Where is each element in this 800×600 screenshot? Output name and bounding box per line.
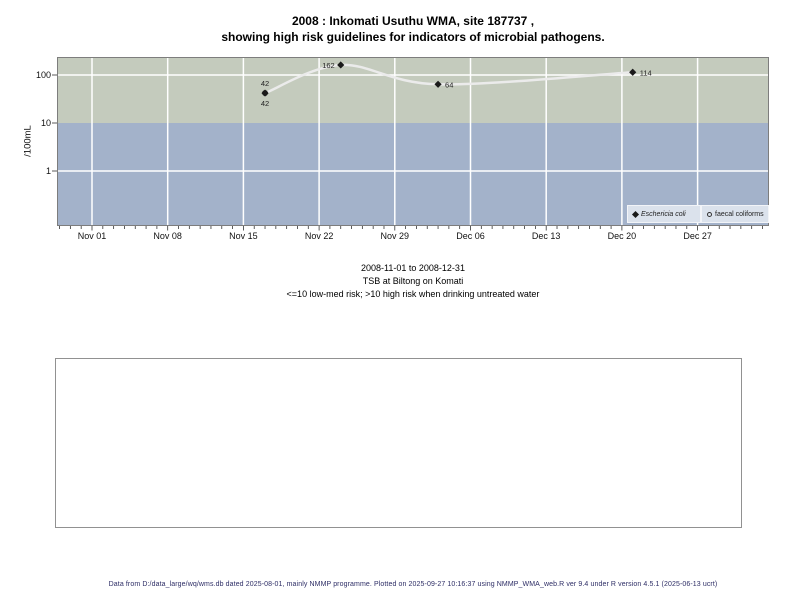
- legend-item-escherichia-coli: Eschericia coli: [627, 205, 701, 223]
- x-axis-tick-label: Dec 06: [456, 231, 485, 241]
- data-point-label: 114: [640, 68, 652, 77]
- legend-label: Eschericia coli: [641, 210, 686, 218]
- data-point-label: 64: [445, 80, 453, 89]
- x-axis-tick-label: Nov 08: [153, 231, 182, 241]
- high-risk-band: [57, 57, 769, 123]
- data-point-label: 42: [261, 99, 269, 108]
- x-axis-tick-label: Dec 27: [683, 231, 712, 241]
- data-point-diamond: [261, 89, 269, 97]
- plot-area: 42 42 162 64 114: [52, 57, 769, 231]
- caption-risk-guideline: <=10 low-med risk; >10 high risk when dr…: [286, 289, 540, 299]
- chart-title-line-2: showing high risk guidelines for indicat…: [221, 30, 605, 44]
- x-axis-tick-label: Nov 29: [380, 231, 410, 241]
- x-axis-tick-label: Nov 15: [229, 231, 258, 241]
- data-point-diamond: [434, 80, 442, 88]
- open-circle-icon: [707, 211, 712, 217]
- x-axis-tick-label: Nov 22: [304, 231, 334, 241]
- chart-title-line-1: 2008 : Inkomati Usuthu WMA, site 187737 …: [291, 14, 535, 28]
- x-axis-tick-label: Dec 13: [531, 231, 561, 241]
- legend-item-faecal-coliforms: faecal coliforms: [701, 205, 769, 223]
- chart-title: 2008 : Inkomati Usuthu WMA, site 187737 …: [57, 13, 769, 45]
- y-axis-tick-label: 100: [35, 70, 51, 80]
- filled-diamond-icon: [631, 210, 640, 218]
- footer-provenance-text: Data from D:/data_large/wq/wms.db dated …: [108, 581, 718, 588]
- data-point-label: 42: [261, 79, 269, 88]
- legend-label: faecal coliforms: [715, 210, 764, 218]
- series-line: [263, 63, 634, 95]
- caption-date-range: 2008-11-01 to 2008-12-31: [361, 263, 465, 273]
- data-point-diamond: [337, 61, 345, 69]
- y-axis-tick-label: 10: [40, 118, 51, 128]
- data-point-diamond: [629, 68, 637, 76]
- y-axis-tick-label: 1: [45, 166, 51, 176]
- legend: Eschericia coli faecal coliforms: [627, 205, 769, 223]
- caption-site-description: TSB at Biltong on Komati: [362, 276, 464, 286]
- plot-border: [57, 57, 769, 226]
- x-axis-tick-label: Dec 20: [607, 231, 637, 241]
- empty-panel: [55, 358, 742, 528]
- y-axis-label: /100mL: [22, 125, 34, 157]
- data-point-label: 162: [322, 61, 335, 70]
- x-axis-tick-label: Nov 01: [77, 231, 107, 241]
- chart-caption: 2008-11-01 to 2008-12-31 TSB at Biltong …: [57, 262, 769, 301]
